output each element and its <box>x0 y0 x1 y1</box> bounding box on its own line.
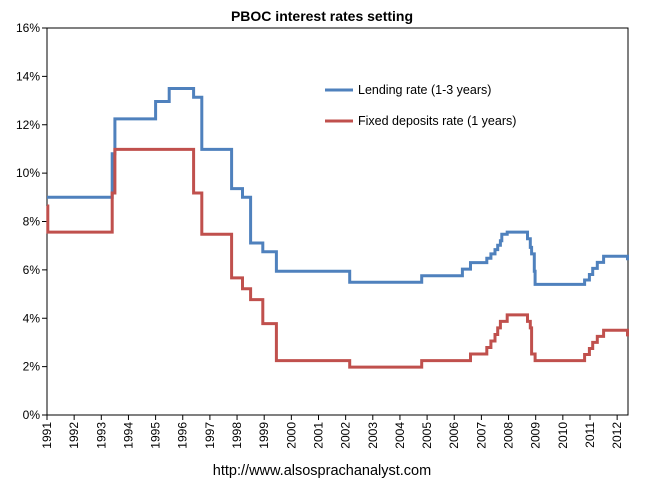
x-tick-label: 2005 <box>420 422 434 449</box>
chart-title: PBOC interest rates setting <box>231 8 413 24</box>
x-tick-label: 2001 <box>311 422 325 449</box>
x-tick-label: 1993 <box>94 422 108 449</box>
x-tick-label: 1992 <box>67 422 81 449</box>
x-tick-label: 2003 <box>366 422 380 449</box>
x-tick-label: 1998 <box>230 422 244 449</box>
y-axis: 0% 2% 4% 6% 8% 10% 12% 14% 16% <box>16 21 47 422</box>
x-tick-label: 1994 <box>121 422 135 449</box>
y-tick-label: 16% <box>16 21 40 35</box>
series-layer <box>46 87 629 369</box>
x-tick-label: 2002 <box>339 422 353 449</box>
y-tick-label: 6% <box>23 263 41 277</box>
y-tick-label: 0% <box>23 408 41 422</box>
y-tick-label: 2% <box>23 360 41 374</box>
x-tick-label: 1997 <box>203 422 217 449</box>
legend: Lending rate (1-3 years) Fixed deposits … <box>325 83 516 128</box>
x-tick-label: 2004 <box>393 422 407 449</box>
y-tick-label: 14% <box>16 69 40 83</box>
series-line-lending <box>47 87 629 286</box>
plot-area <box>46 27 629 416</box>
y-tick-label: 8% <box>23 215 41 229</box>
x-tick-label: 2012 <box>610 422 624 449</box>
x-tick-label: 1996 <box>176 422 190 449</box>
x-tick-label: 2000 <box>284 422 298 449</box>
y-tick-label: 12% <box>16 118 40 132</box>
x-tick-label: 1991 <box>40 422 54 449</box>
x-axis: 1991 1992 1993 1994 1995 1996 1997 1998 1999 2000… <box>40 415 624 449</box>
x-tick-label: 2009 <box>529 422 543 449</box>
source-url: http://www.alsosprachanalyst.com <box>213 463 431 479</box>
x-tick-label: 2011 <box>583 422 597 448</box>
y-tick-label: 10% <box>16 166 40 180</box>
x-tick-label: 2007 <box>474 422 488 449</box>
y-tick-label: 4% <box>23 311 41 325</box>
x-tick-label: 2010 <box>556 422 570 449</box>
x-tick-label: 1999 <box>257 422 271 449</box>
x-tick-label: 2008 <box>502 422 516 449</box>
x-tick-label: 2006 <box>447 422 461 449</box>
plot-border <box>46 27 629 416</box>
legend-label-lending: Lending rate (1-3 years) <box>358 83 491 97</box>
series-line-deposits <box>46 147 629 369</box>
x-tick-label: 1995 <box>149 422 163 449</box>
legend-label-deposits: Fixed deposits rate (1 years) <box>358 114 516 128</box>
